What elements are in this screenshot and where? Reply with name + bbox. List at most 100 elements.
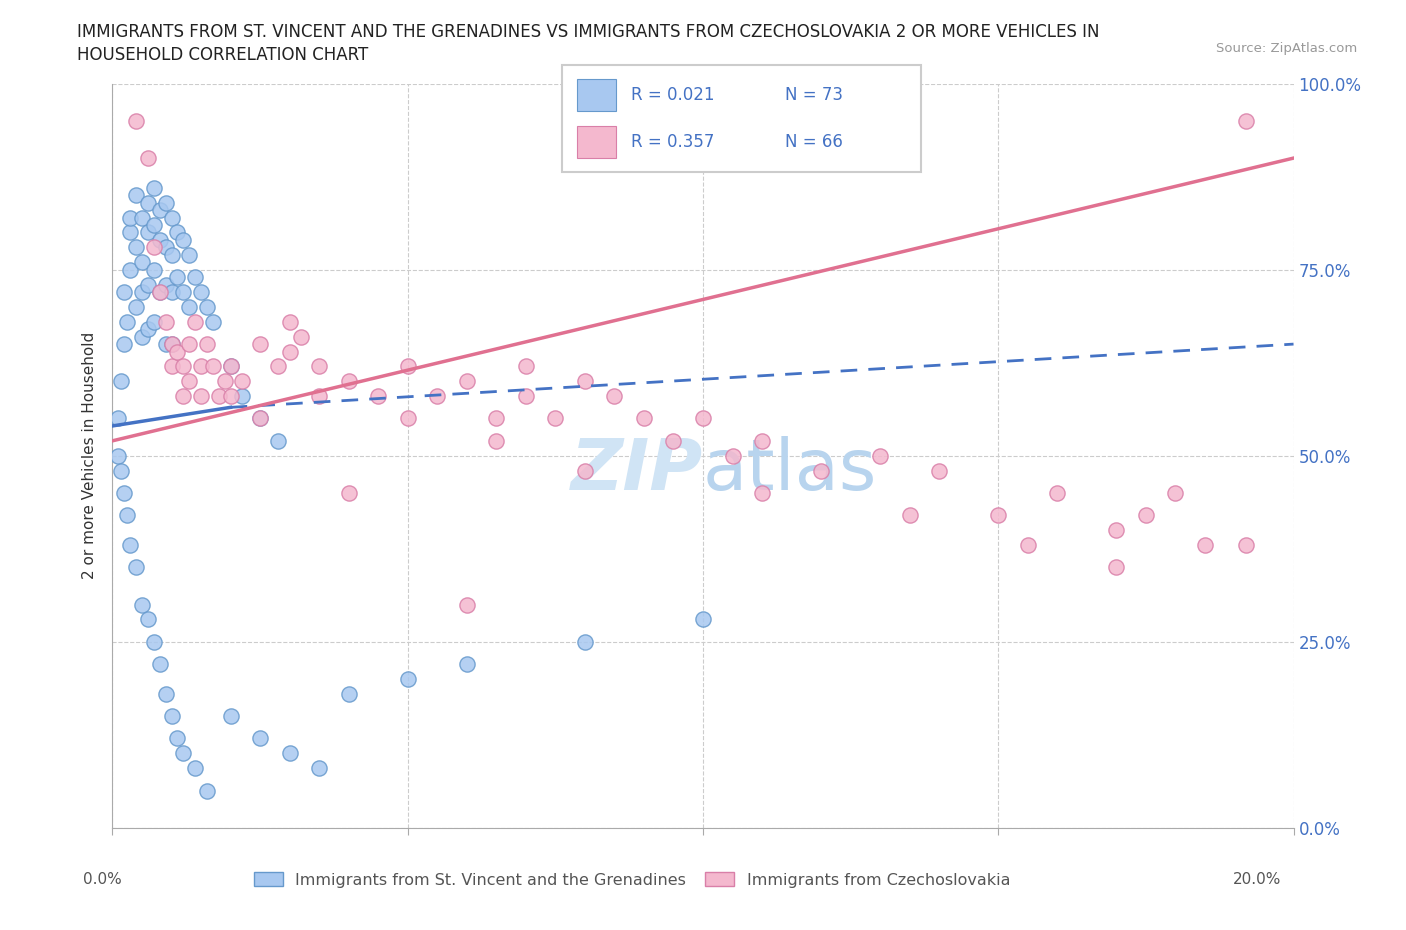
Point	[155, 277, 177, 292]
Point	[179, 337, 201, 352]
Point	[544, 411, 567, 426]
Point	[1194, 538, 1216, 552]
Point	[308, 359, 330, 374]
Bar	[576, 79, 616, 111]
Text: HOUSEHOLD CORRELATION CHART: HOUSEHOLD CORRELATION CHART	[77, 46, 368, 64]
Point	[201, 359, 224, 374]
Point	[131, 210, 153, 225]
Point	[166, 731, 188, 746]
Text: atlas: atlas	[703, 436, 877, 505]
Text: IMMIGRANTS FROM ST. VINCENT AND THE GRENADINES VS IMMIGRANTS FROM CZECHOSLOVAKIA: IMMIGRANTS FROM ST. VINCENT AND THE GREN…	[77, 23, 1099, 41]
Point	[751, 433, 773, 448]
Point	[107, 448, 129, 463]
Point	[172, 359, 194, 374]
Point	[869, 448, 891, 463]
Point	[219, 709, 242, 724]
Point	[219, 359, 242, 374]
Point	[166, 344, 188, 359]
Point	[155, 686, 177, 701]
Point	[125, 560, 148, 575]
Point	[131, 255, 153, 270]
Point	[179, 247, 201, 262]
Point	[249, 731, 271, 746]
Point	[184, 761, 207, 776]
Point	[456, 597, 478, 612]
Point	[142, 262, 165, 277]
Y-axis label: 2 or more Vehicles in Household: 2 or more Vehicles in Household	[82, 332, 97, 579]
Point	[337, 374, 360, 389]
Point	[249, 337, 271, 352]
Point	[142, 634, 165, 649]
Point	[267, 433, 290, 448]
Point	[898, 508, 921, 523]
Point	[219, 389, 242, 404]
Point	[1135, 508, 1157, 523]
Point	[125, 113, 148, 128]
Point	[515, 359, 537, 374]
Point	[396, 359, 419, 374]
Point	[485, 433, 508, 448]
Point	[603, 389, 626, 404]
Point	[195, 337, 218, 352]
Point	[125, 299, 148, 314]
Point	[172, 389, 194, 404]
Point	[1234, 538, 1257, 552]
Point	[125, 188, 148, 203]
Point	[131, 329, 153, 344]
Point	[219, 359, 242, 374]
Point	[179, 374, 201, 389]
Point	[337, 485, 360, 500]
Point	[149, 285, 172, 299]
Point	[692, 612, 714, 627]
Point	[149, 285, 172, 299]
Point	[249, 411, 271, 426]
Point	[367, 389, 389, 404]
Point	[337, 686, 360, 701]
Point	[574, 463, 596, 478]
Point	[149, 232, 172, 247]
Point	[117, 508, 138, 523]
Point	[136, 151, 159, 166]
Point	[112, 337, 135, 352]
Point	[308, 761, 330, 776]
Point	[290, 329, 312, 344]
FancyBboxPatch shape	[562, 65, 921, 172]
Point	[160, 285, 183, 299]
Text: N = 73: N = 73	[785, 86, 842, 104]
Point	[160, 709, 183, 724]
Point	[155, 314, 177, 329]
Point	[231, 374, 253, 389]
Point	[179, 299, 201, 314]
Point	[184, 270, 207, 285]
Text: ZIP: ZIP	[571, 436, 703, 505]
Point	[184, 314, 207, 329]
Point	[120, 210, 142, 225]
Point	[172, 232, 194, 247]
Point	[190, 285, 212, 299]
Point	[692, 411, 714, 426]
Point	[987, 508, 1010, 523]
Point	[190, 389, 212, 404]
Point	[456, 657, 478, 671]
Point	[214, 374, 236, 389]
Text: R = 0.021: R = 0.021	[630, 86, 714, 104]
Point	[155, 195, 177, 210]
Point	[515, 389, 537, 404]
Point	[136, 612, 159, 627]
Point	[172, 285, 194, 299]
Point	[160, 359, 183, 374]
Text: R = 0.357: R = 0.357	[630, 133, 714, 151]
Point	[172, 746, 194, 761]
Point	[125, 240, 148, 255]
Text: 20.0%: 20.0%	[1233, 872, 1282, 887]
Point	[190, 359, 212, 374]
Point	[574, 634, 596, 649]
Point	[456, 374, 478, 389]
Point	[166, 270, 188, 285]
Point	[231, 389, 253, 404]
Point	[142, 180, 165, 195]
Point	[928, 463, 950, 478]
Point	[136, 322, 159, 337]
Point	[249, 411, 271, 426]
Point	[278, 746, 301, 761]
